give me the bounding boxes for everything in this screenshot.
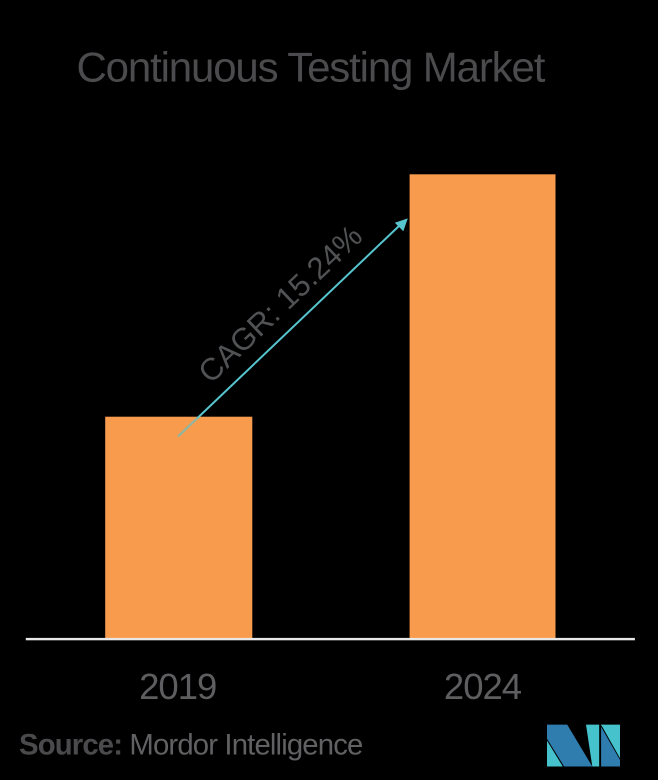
svg-text:2019: 2019 (139, 666, 216, 707)
svg-text:Continuous Testing Market: Continuous Testing Market (77, 44, 546, 91)
svg-text:2024: 2024 (444, 666, 522, 707)
svg-text:CAGR: 15.24%: CAGR: 15.24% (191, 218, 369, 390)
svg-text:Source: Mordor Intelligence: Source: Mordor Intelligence (19, 729, 362, 762)
